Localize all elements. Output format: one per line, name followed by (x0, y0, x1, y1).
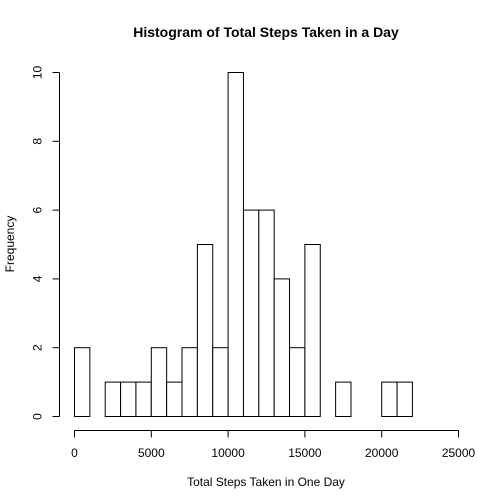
x-tick-label: 5000 (138, 446, 165, 460)
histogram-bar (196, 244, 214, 417)
x-axis-label: Total Steps Taken in One Day (187, 475, 345, 489)
x-tick-label: 25000 (442, 446, 476, 460)
y-tick-label: 6 (31, 206, 45, 213)
histogram-bar (150, 347, 168, 418)
histogram-bar (74, 347, 91, 418)
chart-title: Histogram of Total Steps Taken in a Day (133, 24, 399, 40)
y-tick-label: 8 (31, 138, 45, 145)
y-tick-label: 10 (31, 66, 45, 80)
y-tick-label: 0 (31, 413, 45, 420)
histogram-bar (120, 381, 137, 418)
x-axis: 0 5000 10000 15000 20000 25000 (71, 430, 476, 460)
histogram-bar (273, 278, 291, 417)
histogram-bar (181, 347, 198, 418)
bars-group (74, 72, 413, 418)
x-tick-label: 20000 (365, 446, 399, 460)
x-tick-label: 0 (71, 446, 78, 460)
histogram-bar (242, 209, 260, 417)
histogram-bar (166, 381, 183, 418)
x-tick-label: 10000 (211, 446, 245, 460)
y-axis: 0 2 4 6 8 10 (31, 66, 60, 420)
histogram-bar (212, 347, 229, 418)
histogram-bar (289, 347, 306, 418)
y-tick-label: 2 (31, 344, 45, 351)
histogram-bar (135, 381, 152, 418)
histogram-bar (304, 244, 321, 417)
x-tick-label: 15000 (288, 446, 322, 460)
histogram-bar (258, 209, 275, 417)
histogram-bar (381, 381, 398, 418)
histogram-bar (396, 381, 413, 418)
histogram-bar (104, 381, 122, 418)
histogram-bar (227, 72, 244, 417)
y-axis-label: Frequency (3, 216, 17, 273)
histogram-bar (335, 381, 352, 418)
y-tick-label: 4 (31, 275, 45, 282)
